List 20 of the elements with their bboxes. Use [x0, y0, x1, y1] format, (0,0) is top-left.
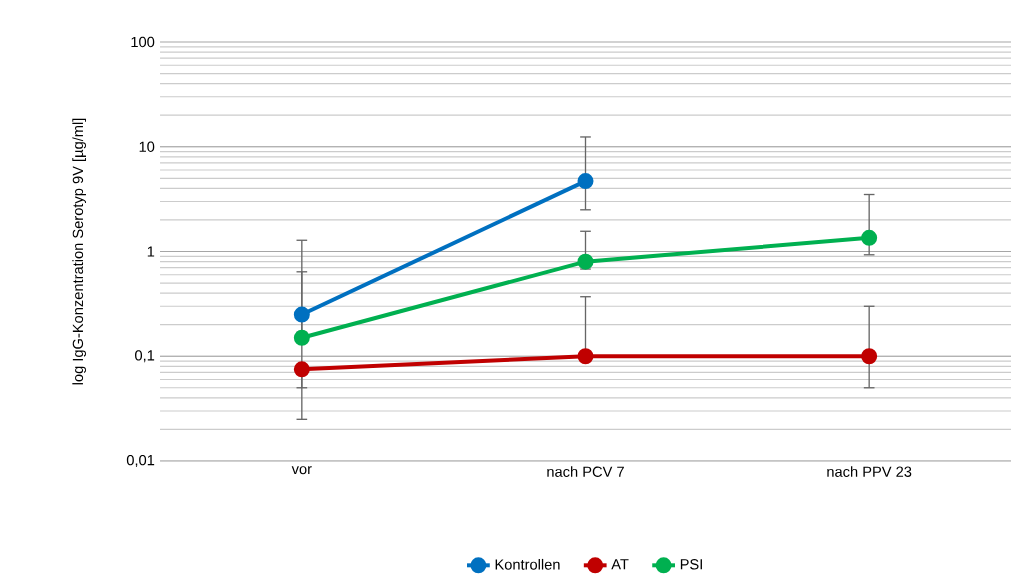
point	[577, 253, 594, 270]
point	[293, 306, 310, 323]
x-tick-label: nach PCV 7	[547, 466, 624, 477]
x-tick-label: vor	[291, 466, 312, 475]
point	[577, 173, 594, 190]
y-tick-label: 1	[147, 246, 155, 257]
y-axis-title: log IgG-Konzentration Serotyp 9V [µg/ml]	[72, 118, 86, 385]
y-tick-label: 100	[131, 36, 155, 48]
legend-label: AT	[611, 559, 629, 570]
point	[861, 348, 878, 365]
legend-label: PSI	[680, 559, 702, 570]
y-tick-label: 0,01	[126, 454, 155, 468]
point	[293, 329, 310, 346]
x-tick-label: nach PPV 23	[827, 466, 912, 477]
y-tick-label: 0,1	[135, 350, 155, 363]
y-tick-label: 10	[139, 141, 155, 152]
point	[577, 348, 594, 365]
legend-label: Kontrollen	[495, 558, 560, 570]
point	[861, 229, 878, 246]
point	[293, 361, 310, 378]
